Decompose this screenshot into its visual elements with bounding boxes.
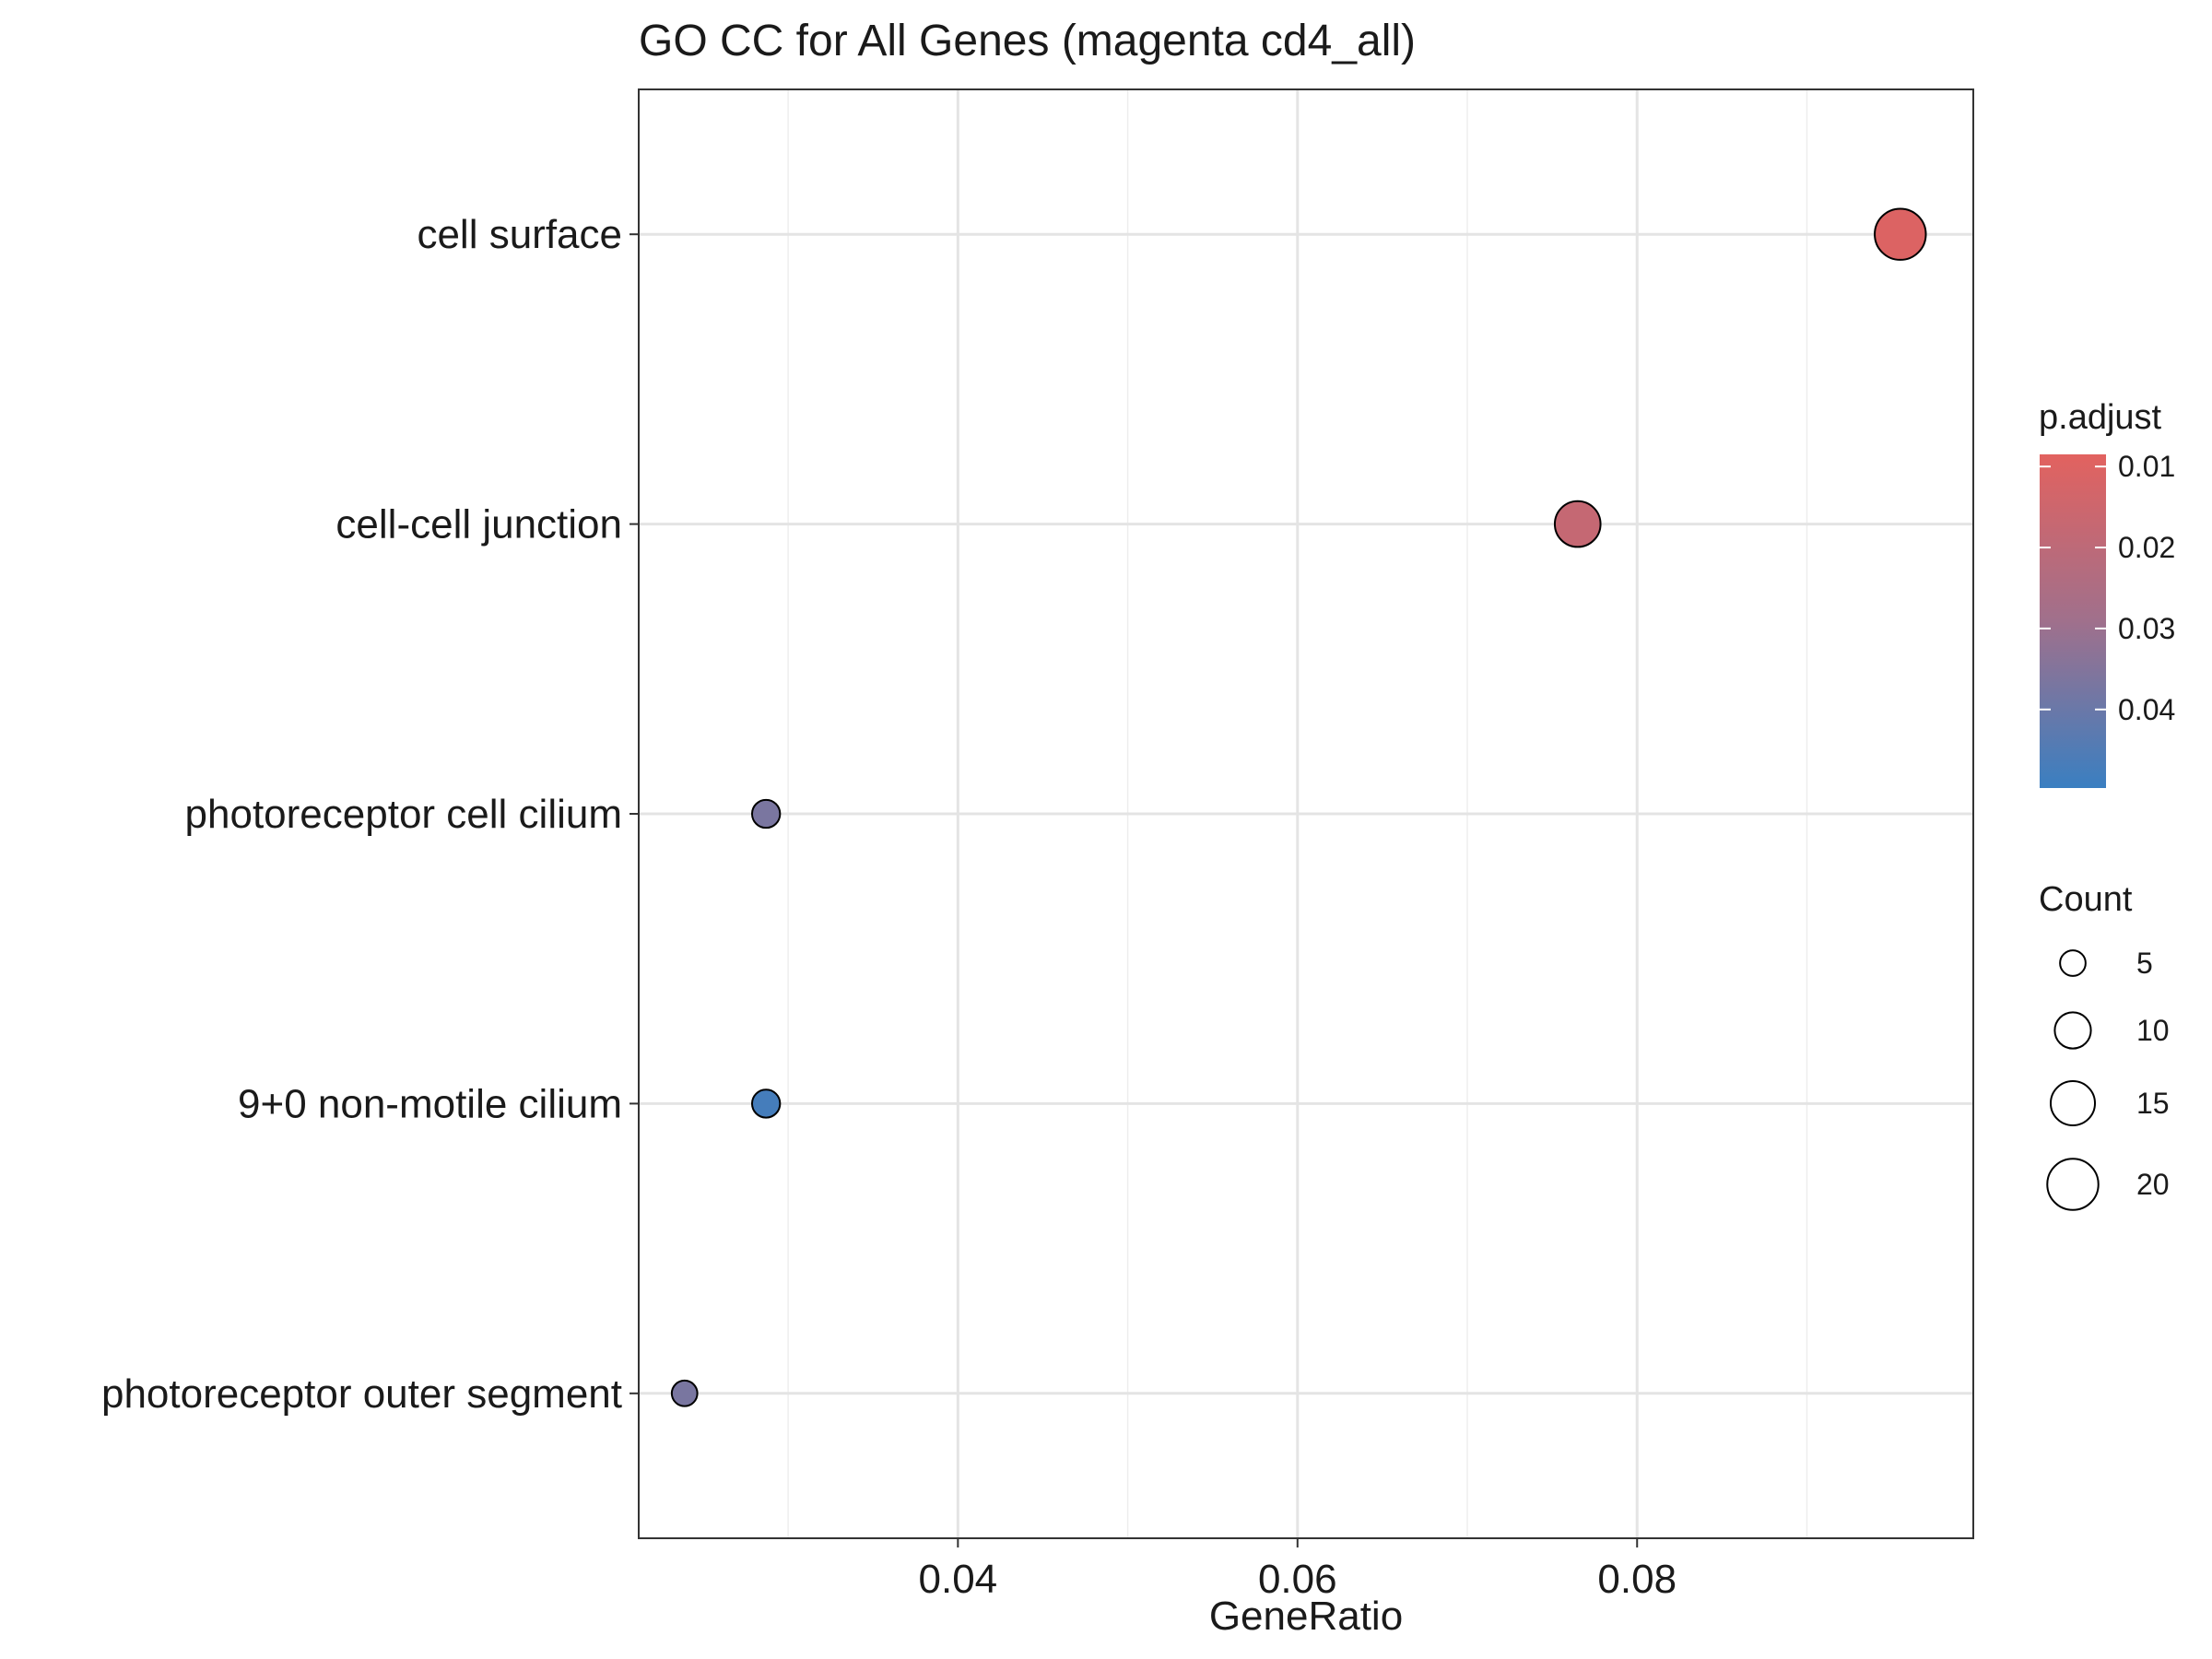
plot-panel xyxy=(638,88,1974,1539)
y-axis: cell surface cell-cell junction photorecep… xyxy=(101,212,639,1417)
x-tick-label: 0.08 xyxy=(1597,1557,1677,1602)
y-tick-label: photoreceptor cell cilium xyxy=(185,792,622,837)
colorbar-tick-label: 0.03 xyxy=(2118,612,2175,645)
chart-title: GO CC for All Genes (magenta cd4_all) xyxy=(639,17,1416,65)
x-axis-title: GeneRatio xyxy=(1209,1594,1403,1639)
y-tick-label: 9+0 non-motile cilium xyxy=(238,1081,622,1126)
p-adjust-colorbar xyxy=(2040,454,2106,788)
colorbar-tick-label: 0.04 xyxy=(2118,693,2175,726)
colorbar-tick-label: 0.02 xyxy=(2118,531,2175,564)
data-point xyxy=(1553,500,1602,548)
p-adjust-legend: p.adjust 0.01 0.02 0.03 0.04 xyxy=(2039,398,2175,788)
grid-lines xyxy=(639,89,1973,1538)
data-point xyxy=(750,798,782,830)
count-legend-title: Count xyxy=(2039,880,2133,919)
colorbar-ticks: 0.01 0.02 0.03 0.04 xyxy=(2040,450,2175,726)
count-legend: Count 5 10 15 20 xyxy=(2039,880,2170,1211)
x-axis: 0.04 0.06 0.08 xyxy=(919,1538,1677,1602)
y-tick-label: cell surface xyxy=(417,212,622,257)
data-point xyxy=(670,1379,699,1407)
p-adjust-legend-title: p.adjust xyxy=(2039,398,2162,437)
x-tick-label: 0.04 xyxy=(919,1557,998,1602)
count-legend-label: 15 xyxy=(2136,1087,2170,1120)
count-legend-circle xyxy=(2059,949,2087,977)
y-tick-label: photoreceptor outer segment xyxy=(101,1371,622,1417)
count-legend-circle xyxy=(2046,1158,2100,1211)
data-points xyxy=(670,207,1927,1407)
count-legend-keys: 5 10 15 20 xyxy=(2046,947,2170,1211)
colorbar-tick-label: 0.01 xyxy=(2118,450,2175,483)
count-legend-label: 20 xyxy=(2136,1168,2170,1201)
y-tick-label: cell-cell junction xyxy=(335,502,622,547)
count-legend-circle xyxy=(2049,1079,2097,1127)
count-legend-label: 5 xyxy=(2136,947,2153,980)
x-tick-label: 0.06 xyxy=(1258,1557,1337,1602)
count-legend-circle xyxy=(2053,1011,2092,1050)
data-point xyxy=(750,1088,782,1119)
data-point xyxy=(1874,207,1927,261)
count-legend-label: 10 xyxy=(2136,1014,2170,1047)
